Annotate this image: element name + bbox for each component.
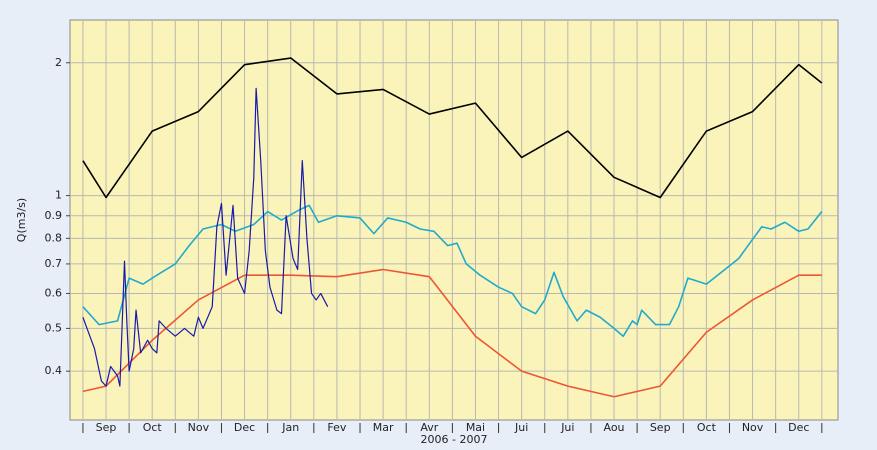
y-tick-label: 0.8	[45, 231, 63, 244]
x-tick-label: Sep	[650, 421, 671, 434]
x-axis-label: 2006 - 2007	[421, 433, 488, 446]
y-tick-label: 0.4	[45, 364, 63, 377]
plot-area	[69, 19, 839, 421]
x-tick-label: Fev	[327, 421, 346, 434]
line-series	[82, 87, 329, 387]
x-tick-label: Avr	[420, 421, 438, 434]
line-series	[82, 204, 823, 338]
x-tick-label: Aou	[603, 421, 624, 434]
x-tick-label: Nov	[742, 421, 764, 434]
y-tick-label: 1	[55, 189, 62, 202]
x-tick-label: Oct	[697, 421, 717, 434]
x-tick-label: Sep	[96, 421, 117, 434]
y-tick-label: 0.5	[45, 321, 63, 334]
y-axis-label: Q(m3/s)	[15, 198, 28, 242]
x-tick-label: Mar	[373, 421, 394, 434]
y-tick-label: 0.7	[45, 257, 63, 270]
x-tick-label: Jan	[281, 421, 299, 434]
x-tick-label: Nov	[188, 421, 210, 434]
x-tick-label: Jui	[514, 421, 528, 434]
y-tick-label: 0.6	[45, 286, 63, 299]
line-series	[82, 268, 822, 398]
y-tick-label: 2	[55, 56, 62, 69]
x-tick-label: Mai	[466, 421, 485, 434]
x-tick-label: Oct	[143, 421, 163, 434]
x-tick-label: Jui	[560, 421, 574, 434]
y-tick-label: 0.9	[45, 209, 63, 222]
x-tick-label: Dec	[788, 421, 809, 434]
x-tick-label: Dec	[234, 421, 255, 434]
line-series	[82, 57, 823, 199]
